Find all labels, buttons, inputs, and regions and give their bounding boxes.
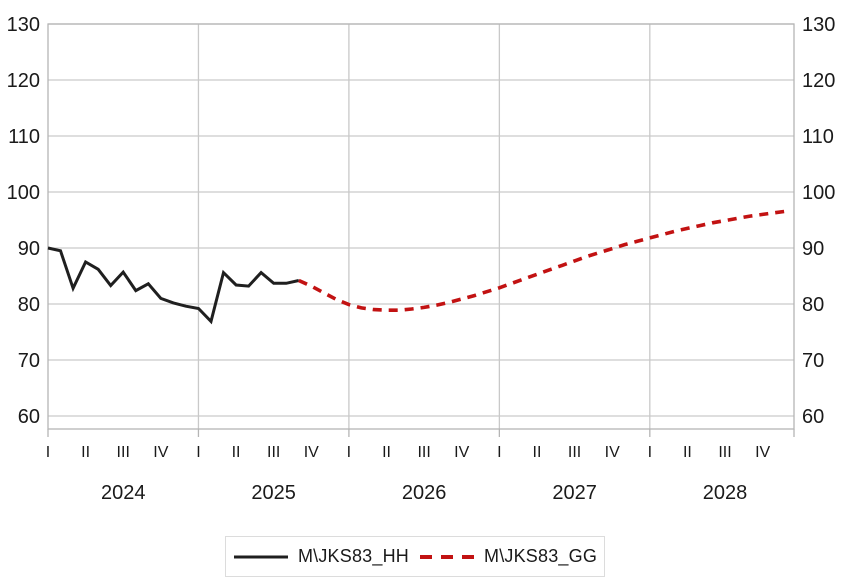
y-axis-label-right-90: 90 xyxy=(802,238,824,260)
quarter-label-2028-I: I xyxy=(648,444,652,461)
year-label-2026: 2026 xyxy=(402,482,447,504)
quarter-label-2028-IV: IV xyxy=(755,444,770,461)
y-axis-label-left-120: 120 xyxy=(7,70,40,92)
y-axis-label-right-80: 80 xyxy=(802,294,824,316)
quarter-label-2025-II: II xyxy=(232,444,241,461)
quarter-label-2026-IV: IV xyxy=(454,444,469,461)
quarter-label-2024-IV: IV xyxy=(153,444,168,461)
legend-item-gg: M\JKS83_GG xyxy=(419,546,597,567)
legend-label-gg: M\JKS83_GG xyxy=(484,546,598,566)
series-line-hh xyxy=(47,246,300,325)
quarter-label-2024-III: III xyxy=(117,444,130,461)
year-label-2028: 2028 xyxy=(703,482,748,504)
quarter-label-2026-III: III xyxy=(417,444,430,461)
quarter-label-2028-III: III xyxy=(718,444,731,461)
quarter-label-2025-IV: IV xyxy=(304,444,319,461)
quarter-label-2027-IV: IV xyxy=(605,444,620,461)
y-axis-label-left-110: 110 xyxy=(8,126,40,148)
year-label-2024: 2024 xyxy=(101,482,146,504)
quarter-label-2028-II: II xyxy=(683,444,692,461)
dashed-line-swatch xyxy=(420,554,474,559)
y-axis-label-left-100: 100 xyxy=(7,182,40,204)
y-axis-label-right-100: 100 xyxy=(802,182,835,204)
quarter-label-2025-I: I xyxy=(196,444,200,461)
y-axis-label-right-130: 130 xyxy=(802,14,835,36)
y-axis-label-left-60: 60 xyxy=(18,406,40,428)
quarter-label-2024-II: II xyxy=(81,444,90,461)
legend-item-hh: M\JKS83_HH xyxy=(233,546,409,567)
quarter-label-2026-I: I xyxy=(347,444,351,461)
year-label-2027: 2027 xyxy=(552,482,597,504)
y-axis-label-right-110: 110 xyxy=(802,126,834,148)
legend-box: M\JKS83_HH M\JKS83_GG xyxy=(225,536,605,577)
quarter-label-2027-III: III xyxy=(568,444,581,461)
y-axis-label-right-70: 70 xyxy=(802,350,824,372)
solid-line-swatch xyxy=(233,555,288,558)
quarter-label-2027-II: II xyxy=(533,444,542,461)
quarter-label-2024-I: I xyxy=(46,444,50,461)
y-axis-label-left-90: 90 xyxy=(18,238,40,260)
y-axis-label-left-130: 130 xyxy=(7,14,40,36)
year-label-2025: 2025 xyxy=(251,482,296,504)
y-axis-label-right-120: 120 xyxy=(802,70,835,92)
y-axis-label-left-80: 80 xyxy=(18,294,40,316)
quarter-label-2025-III: III xyxy=(267,444,280,461)
legend-label-hh: M\JKS83_HH xyxy=(297,546,409,566)
quarter-label-2027-I: I xyxy=(497,444,501,461)
y-axis-label-left-70: 70 xyxy=(18,350,40,372)
y-axis-label-right-60: 60 xyxy=(802,406,824,428)
plot-border xyxy=(47,23,795,430)
quarter-label-2026-II: II xyxy=(382,444,391,461)
series-line-gg xyxy=(298,209,788,313)
